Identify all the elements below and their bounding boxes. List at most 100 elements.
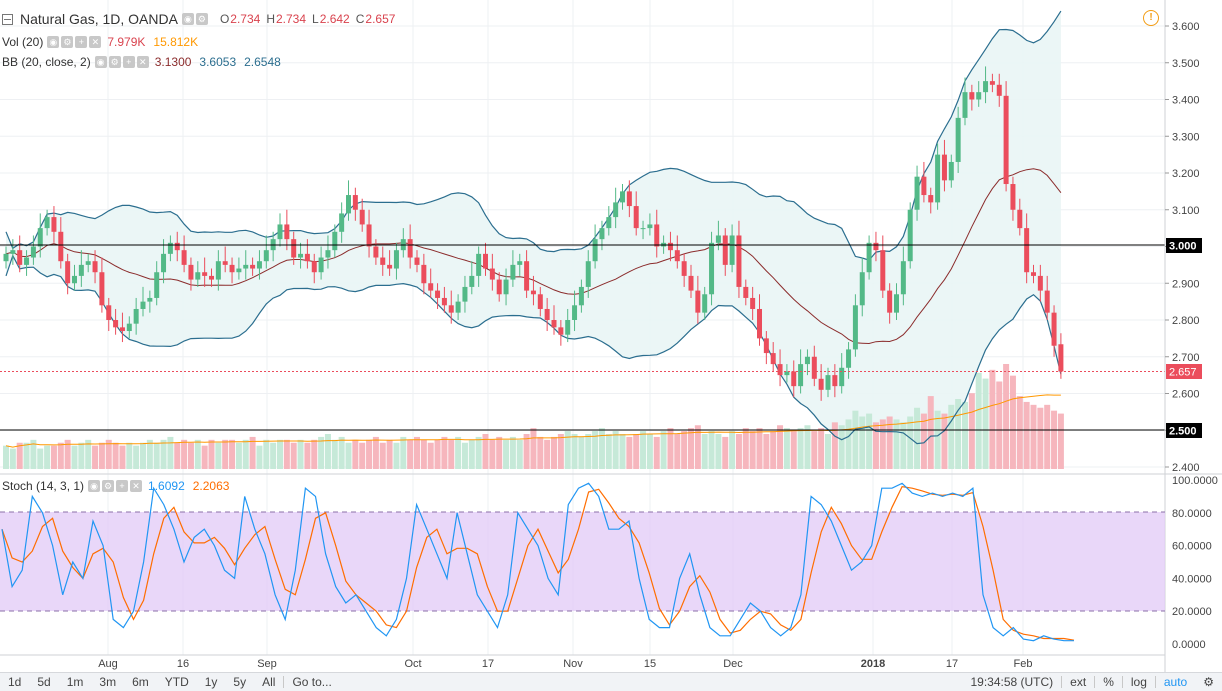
- candle-body: [996, 84, 1002, 96]
- time-axis[interactable]: Aug 16 Sep Oct 17 Nov 15 Dec 2018 17 Feb: [98, 658, 1032, 670]
- gear-icon[interactable]: ⚙: [108, 56, 121, 68]
- candle-body: [24, 257, 30, 265]
- candle-body: [435, 290, 441, 298]
- percent-toggle[interactable]: %: [1103, 675, 1114, 689]
- close-value: 2.657: [365, 12, 396, 26]
- volume-bar: [414, 436, 420, 469]
- volume-bar: [886, 416, 893, 469]
- candle-body: [702, 294, 708, 313]
- price-tick-label: 3.300: [1172, 131, 1200, 143]
- range-1d[interactable]: 1d: [8, 675, 22, 689]
- eye-icon[interactable]: ◉: [94, 56, 107, 68]
- settings-icon[interactable]: ⚙: [1203, 675, 1214, 689]
- close-icon[interactable]: ✕: [130, 480, 143, 492]
- candle-body: [209, 275, 214, 280]
- candle-body: [578, 286, 584, 306]
- range-1m[interactable]: 1m: [66, 675, 84, 689]
- candle-body: [962, 92, 968, 118]
- candle-body: [318, 257, 324, 273]
- bb-label[interactable]: BB (20, close, 2): [2, 55, 91, 69]
- candle-body: [626, 191, 632, 207]
- volume-bar: [50, 445, 57, 469]
- plus-icon[interactable]: +: [122, 56, 135, 68]
- eye-icon[interactable]: ◉: [88, 480, 101, 492]
- candle-body: [743, 286, 749, 298]
- stoch-axis[interactable]: 100.0000 80.0000 60.0000 40.0000 20.0000 0.00…: [1172, 475, 1218, 651]
- candle-body: [51, 217, 57, 232]
- ext-toggle[interactable]: ext: [1070, 675, 1087, 689]
- candle-body: [976, 92, 982, 100]
- auto-toggle[interactable]: auto: [1163, 675, 1188, 689]
- stoch-label[interactable]: Stoch (14, 3, 1): [2, 479, 85, 493]
- open-label: O: [219, 12, 230, 26]
- candle-body: [894, 294, 899, 313]
- volume-bar: [64, 439, 71, 469]
- candle-body: [421, 264, 427, 284]
- volume-label[interactable]: Vol (20): [2, 35, 44, 49]
- volume-bar: [770, 431, 777, 469]
- candle-body: [359, 209, 365, 225]
- log-toggle[interactable]: log: [1130, 675, 1147, 689]
- candle-body: [85, 261, 91, 265]
- close-icon[interactable]: ✕: [89, 36, 102, 48]
- plus-icon[interactable]: +: [116, 480, 129, 492]
- collapse-icon[interactable]: [2, 13, 13, 25]
- volume-bar: [742, 428, 749, 469]
- range-5y[interactable]: 5y: [233, 675, 247, 689]
- volume-bar: [735, 434, 742, 469]
- symbol-title[interactable]: Natural Gas, 1D, OANDA: [20, 11, 178, 27]
- alert-icon[interactable]: !: [1143, 10, 1159, 26]
- volume-bar: [503, 439, 510, 469]
- time-tick-label: Nov: [563, 658, 583, 670]
- open-value: 2.734: [230, 12, 261, 26]
- price-tick-label: 3.600: [1172, 21, 1200, 33]
- volume-bar: [715, 434, 722, 469]
- candle-body: [640, 228, 646, 230]
- toolbar-divider: [1121, 676, 1123, 688]
- volume-bar: [140, 442, 146, 469]
- chart-canvas[interactable]: 3.600 3.500 3.400 3.300 3.200 3.100 3.000 2.900…: [0, 0, 1222, 672]
- goto-button[interactable]: Go to...: [292, 675, 332, 689]
- gear-icon[interactable]: ⚙: [102, 480, 115, 492]
- volume-bar: [270, 442, 277, 469]
- volume-bar: [455, 436, 462, 469]
- volume-bar: [914, 407, 921, 469]
- range-ytd[interactable]: YTD: [164, 675, 189, 689]
- volume-bar: [763, 434, 770, 469]
- volume-bar: [578, 436, 585, 469]
- candle-body: [462, 286, 468, 302]
- price-tick-label: 2.400: [1172, 462, 1200, 474]
- candle-body: [407, 239, 413, 258]
- volume-bar: [174, 442, 181, 469]
- range-6m[interactable]: 6m: [132, 675, 149, 689]
- candle-body: [681, 261, 687, 276]
- volume-bar: [818, 428, 825, 469]
- candle-body: [846, 349, 852, 368]
- volume-bar: [838, 425, 845, 469]
- candle-body: [935, 154, 941, 203]
- candle-body: [133, 308, 139, 324]
- range-all[interactable]: All: [262, 675, 276, 689]
- candle-body: [688, 275, 694, 291]
- volume-bar: [777, 425, 784, 469]
- candle-body: [565, 320, 571, 335]
- gear-icon[interactable]: ⚙: [195, 13, 208, 25]
- eye-icon[interactable]: ◉: [181, 13, 194, 25]
- range-5d[interactable]: 5d: [37, 675, 51, 689]
- stoch-legend: Stoch (14, 3, 1) ◉ ⚙ + ✕ 1.6092 2.2063: [2, 477, 229, 495]
- candle-body: [866, 242, 872, 273]
- plus-icon[interactable]: +: [75, 36, 88, 48]
- volume-bar: [400, 436, 407, 469]
- gear-icon[interactable]: ⚙: [61, 36, 74, 48]
- eye-icon[interactable]: ◉: [47, 36, 60, 48]
- volume-bar: [1051, 410, 1058, 469]
- candle-body: [332, 231, 338, 251]
- range-3m[interactable]: 3m: [99, 675, 117, 689]
- candle-body: [188, 264, 194, 280]
- range-1y[interactable]: 1y: [204, 675, 218, 689]
- high-value: 2.734: [275, 12, 307, 26]
- stoch-k-line: [1, 482, 1074, 642]
- candle-body: [195, 272, 201, 280]
- bb-basis-value: 3.1300: [154, 55, 192, 69]
- close-icon[interactable]: ✕: [136, 56, 149, 68]
